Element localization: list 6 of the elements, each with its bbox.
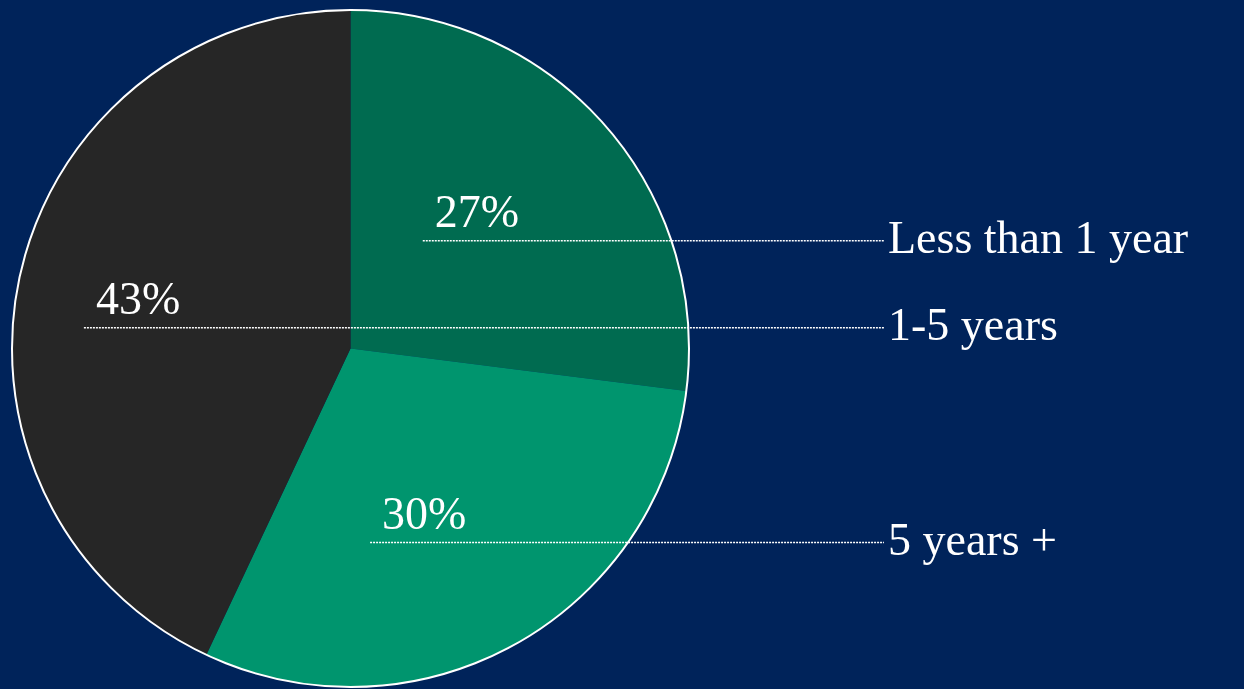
data-label: 27% — [434, 185, 520, 237]
data-label: 43% — [95, 272, 181, 324]
data-label: 30% — [382, 487, 467, 539]
slice-label: Less than 1 year — [888, 211, 1189, 263]
slice-label: 1-5 years — [888, 298, 1058, 350]
slice-label: 5 years + — [888, 513, 1057, 565]
